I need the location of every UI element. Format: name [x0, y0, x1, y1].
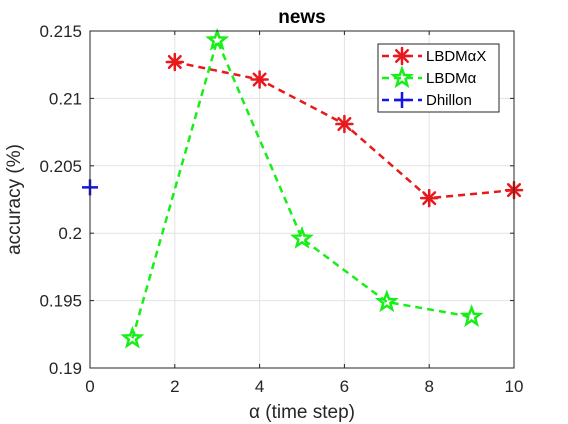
- y-tick-label: 0.2: [58, 224, 82, 243]
- x-tick-label: 2: [170, 377, 179, 396]
- legend-marker: [390, 65, 414, 89]
- chart-title: news: [278, 7, 326, 28]
- y-tick-label: 0.19: [49, 359, 82, 378]
- legend-label: LBDMα: [426, 70, 477, 87]
- x-tick-label: 6: [340, 377, 349, 396]
- axis-ticks: 0 2 4 6 8 10 0.19 0.195 0.2 0.205 0.21 0.215: [39, 22, 523, 396]
- x-axis-title: α (time step): [249, 402, 355, 423]
- y-tick-label: 0.205: [39, 157, 82, 176]
- legend-label: LBDMαX: [426, 48, 486, 65]
- legend-marker: [392, 46, 412, 66]
- x-tick-label: 0: [85, 377, 94, 396]
- legend-item: LBDMα: [382, 65, 477, 89]
- data-point-lbdm-: [459, 304, 484, 327]
- x-tick-label: 4: [255, 377, 264, 396]
- legend-label: Dhillon: [426, 92, 472, 109]
- data-point-lbdm-x: [165, 52, 185, 72]
- series-lbdm-: [120, 27, 484, 349]
- y-tick-label: 0.21: [49, 89, 82, 108]
- legend-item: Dhillon: [382, 92, 472, 109]
- y-tick-label: 0.215: [39, 22, 82, 41]
- series-line-lbdm-: [131, 36, 472, 339]
- data-point-lbdm-: [120, 325, 145, 349]
- data-point-lbdm-x: [419, 188, 439, 208]
- legend-item: LBDMαX: [382, 46, 486, 66]
- y-tick-label: 0.195: [39, 292, 82, 311]
- legend-items: LBDMαX LBDMα Dhillon: [382, 46, 486, 109]
- data-point-lbdm-: [374, 289, 399, 313]
- data-point-lbdm-x: [250, 70, 269, 89]
- legend-marker: [394, 92, 410, 108]
- data-point-lbdm-: [205, 27, 230, 51]
- plot-frame: [89, 30, 515, 369]
- x-tick-label: 8: [424, 377, 433, 396]
- data-point-lbdm-x: [335, 114, 354, 134]
- legend: LBDMαX LBDMα Dhillon: [377, 43, 500, 113]
- x-tick-label: 10: [505, 377, 524, 396]
- y-axis-title: accuracy (%): [4, 144, 25, 255]
- data-point-lbdm-: [290, 226, 314, 249]
